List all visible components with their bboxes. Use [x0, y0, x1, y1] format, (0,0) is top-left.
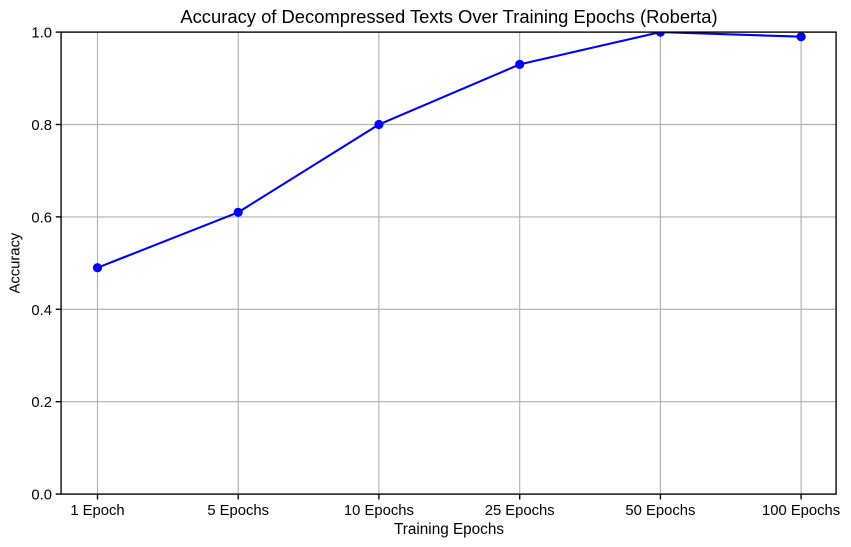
svg-text:0.8: 0.8 [31, 118, 52, 134]
svg-text:1 Epoch: 1 Epoch [70, 503, 124, 519]
svg-text:50 Epochs: 50 Epochs [625, 503, 695, 519]
svg-text:25 Epochs: 25 Epochs [485, 503, 555, 519]
svg-text:0.4: 0.4 [31, 303, 52, 319]
svg-text:1.0: 1.0 [31, 26, 52, 42]
svg-text:Accuracy: Accuracy [8, 232, 24, 293]
svg-text:0.0: 0.0 [31, 488, 52, 504]
svg-text:100 Epochs: 100 Epochs [762, 503, 840, 519]
svg-text:0.6: 0.6 [31, 210, 52, 226]
svg-text:0.2: 0.2 [31, 395, 52, 411]
svg-text:Accuracy of Decompressed Texts: Accuracy of Decompressed Texts Over Trai… [180, 6, 717, 27]
svg-text:5 Epochs: 5 Epochs [207, 503, 269, 519]
svg-text:10 Epochs: 10 Epochs [344, 503, 414, 519]
svg-text:Training Epochs: Training Epochs [394, 521, 504, 538]
